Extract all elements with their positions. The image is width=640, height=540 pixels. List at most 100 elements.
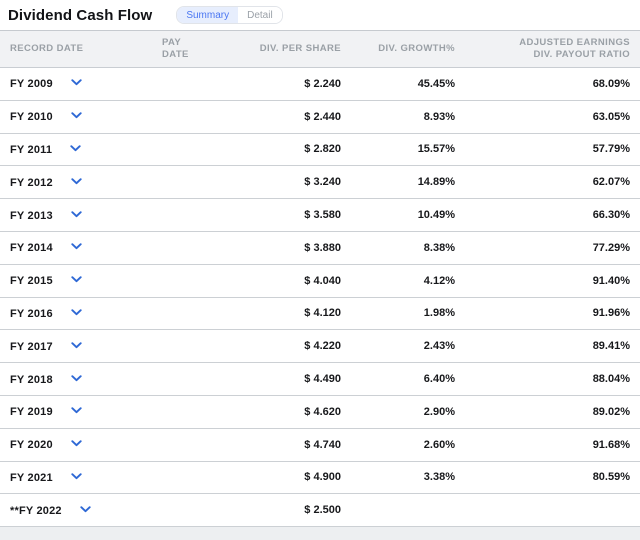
chevron-down-icon[interactable] [71,176,82,188]
pay-date-cell [120,133,205,166]
record-date-label: FY 2017 [10,340,53,353]
div-per-share-cell: $ 4.620 [304,405,341,418]
record-date-label: FY 2014 [10,242,53,255]
chevron-down-icon[interactable] [71,307,82,319]
table-row: FY 2013 $ 3.580 10.49% 66.30% [0,198,640,232]
pay-date-cell [120,428,205,461]
col-header-pay-date: PAY DATE [162,37,189,60]
chevron-down-icon[interactable] [71,110,82,122]
chevron-down-icon[interactable] [71,405,82,417]
table-row: FY 2019 $ 4.620 2.90% 89.02% [0,395,640,429]
payout-ratio-cell [463,494,640,527]
payout-ratio-cell: 68.09% [592,77,630,90]
chevron-down-icon[interactable] [71,77,82,89]
col-header-record-date: RECORD DATE [10,43,84,54]
chevron-down-icon[interactable] [80,504,91,516]
view-toggle: Summary Detail [176,6,283,24]
chevron-down-icon[interactable] [70,143,81,155]
record-date-label: FY 2011 [10,143,53,156]
record-date-label: FY 2018 [10,373,53,386]
table-row: FY 2016 $ 4.120 1.98% 91.96% [0,297,640,330]
table-row: FY 2009 $ 2.240 45.45% 68.09% [0,67,640,101]
pay-date-cell [120,68,205,101]
pay-date-cell [120,494,205,527]
div-per-share-cell: $ 2.240 [304,77,341,90]
payout-ratio-cell: 89.41% [592,340,630,353]
page-title: Dividend Cash Flow [8,6,153,24]
payout-ratio-cell: 66.30% [592,209,630,222]
div-per-share-cell: $ 2.820 [304,143,341,156]
pay-date-cell [120,166,205,199]
div-growth-cell: 15.57% [417,143,455,156]
div-growth-cell: 4.12% [423,274,455,287]
col-header-div-growth: DIV. GROWTH% [378,43,455,54]
div-per-share-cell: $ 4.740 [304,438,341,451]
col-header-adjusted-line1: ADJUSTED EARNINGS [519,37,630,48]
payout-ratio-cell: 88.04% [592,373,630,386]
div-per-share-cell: $ 4.220 [304,340,341,353]
div-per-share-cell: $ 4.900 [304,471,341,484]
payout-ratio-cell: 62.07% [592,176,630,189]
titlebar: Dividend Cash Flow Summary Detail [0,0,640,30]
pay-date-cell [120,363,205,396]
chevron-down-icon[interactable] [71,274,82,286]
dividend-cash-flow-panel: Dividend Cash Flow Summary Detail RECORD… [0,0,640,528]
payout-ratio-cell: 80.59% [592,471,630,484]
chevron-down-icon[interactable] [71,471,82,483]
pay-date-cell [120,264,205,297]
col-header-div-per-share: DIV. PER SHARE [259,43,341,54]
div-growth-cell: 3.38% [423,471,455,484]
div-growth-cell: 45.45% [417,77,455,90]
record-date-label: FY 2015 [10,275,53,288]
pay-date-cell [120,461,205,494]
payout-ratio-cell: 77.29% [592,241,630,254]
div-per-share-cell: $ 4.120 [304,307,341,320]
payout-ratio-cell: 57.79% [592,143,630,156]
div-growth-cell: 2.90% [423,405,455,418]
table-header-row: RECORD DATE PAY DATE DIV. PER SHARE DIV.… [0,30,640,68]
record-date-label: FY 2012 [10,176,53,189]
div-per-share-cell: $ 3.240 [304,176,341,189]
chevron-down-icon[interactable] [71,438,82,450]
pay-date-cell [120,199,205,232]
pay-date-cell [120,395,205,428]
payout-ratio-cell: 91.68% [592,438,630,451]
div-per-share-cell: $ 2.440 [304,110,341,123]
record-date-label: FY 2010 [10,111,53,124]
payout-ratio-cell: 91.40% [592,274,630,287]
record-date-label: FY 2019 [10,406,53,419]
record-date-label: FY 2021 [10,471,53,484]
table-row: FY 2010 $ 2.440 8.93% 63.05% [0,100,640,134]
pay-date-cell [120,330,205,363]
div-per-share-cell: $ 3.880 [304,241,341,254]
table-row: FY 2012 $ 3.240 14.89% 62.07% [0,165,640,199]
pay-date-cell [120,231,205,264]
div-growth-cell: 8.38% [423,241,455,254]
div-growth-cell: 2.60% [423,438,455,451]
chevron-down-icon[interactable] [71,340,82,352]
div-growth-cell [349,494,463,527]
div-per-share-cell: $ 2.500 [304,504,341,517]
div-growth-cell: 8.93% [423,110,455,123]
record-date-label: **FY 2022 [10,504,62,517]
table-row: FY 2017 $ 4.220 2.43% 89.41% [0,329,640,363]
record-date-label: FY 2016 [10,307,53,320]
table-row: **FY 2022 $ 2.500 [0,493,640,527]
chevron-down-icon[interactable] [71,209,82,221]
record-date-label: FY 2013 [10,209,53,222]
table-row: FY 2020 $ 4.740 2.60% 91.68% [0,428,640,462]
tab-summary[interactable]: Summary [177,7,239,23]
tab-detail[interactable]: Detail [238,7,282,23]
record-date-label: FY 2009 [10,78,53,91]
chevron-down-icon[interactable] [71,373,82,385]
chevron-down-icon[interactable] [71,241,82,253]
div-per-share-cell: $ 3.580 [304,209,341,222]
payout-ratio-cell: 89.02% [592,405,630,418]
table-row: FY 2015 $ 4.040 4.12% 91.40% [0,264,640,298]
payout-ratio-cell: 63.05% [592,110,630,123]
col-header-adjusted-line2: DIV. PAYOUT RATIO [533,49,630,60]
div-per-share-cell: $ 4.490 [304,373,341,386]
table-row: FY 2021 $ 4.900 3.38% 80.59% [0,461,640,494]
div-per-share-cell: $ 4.040 [304,274,341,287]
div-growth-cell: 14.89% [417,176,455,189]
